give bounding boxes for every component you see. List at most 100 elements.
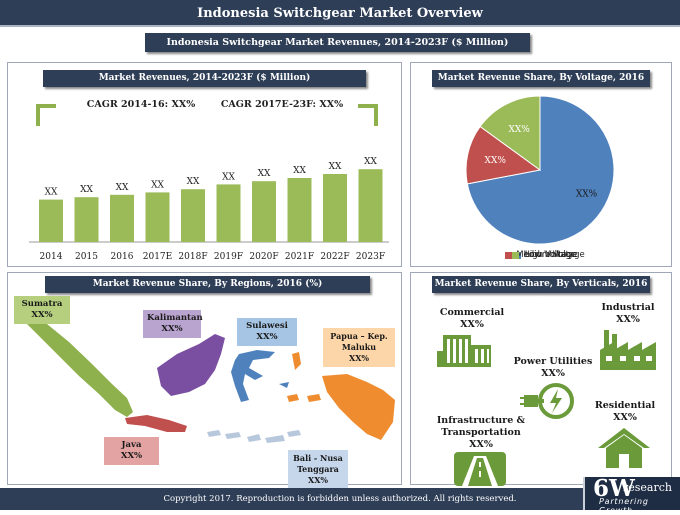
x-tick-label: 2016 xyxy=(111,252,134,262)
revenues-title: Market Revenues, 2014-2023F ($ Million) xyxy=(43,70,366,87)
pie-slice xyxy=(465,125,542,185)
region-value-papua: XX% xyxy=(348,353,369,363)
legend-high-voltage: High Voltage xyxy=(512,250,578,260)
bar-data-label: XX xyxy=(222,172,235,182)
region-name-kalimantan: Kalimantan xyxy=(147,313,203,323)
logo-tagline: Partnering Growth xyxy=(599,497,649,515)
nusa-tenggara-islands xyxy=(207,430,301,443)
indonesia-map xyxy=(22,310,395,443)
region-name-sumatra: Sumatra xyxy=(21,299,63,309)
region-label-bali: Bali - Nusa Tenggara XX% xyxy=(288,450,348,489)
revenues-panel xyxy=(7,62,402,267)
power-plug-icon xyxy=(520,383,574,419)
region-label-kalimantan: Kalimantan XX% xyxy=(143,310,203,338)
bar-data-label: XX xyxy=(151,180,164,190)
bar-data-label: XX xyxy=(116,183,129,193)
vertical-value-power-utilities: XX% xyxy=(541,368,565,379)
voltage-panel xyxy=(410,62,672,267)
region-name-papua: Papua – Kep. Maluku xyxy=(330,331,388,352)
x-tick-label: 2019F xyxy=(214,252,243,262)
papua-island xyxy=(322,374,395,440)
logo-small-text: research xyxy=(623,481,672,494)
vertical-name-infrastructure: Infrastructure & Transportation xyxy=(436,415,526,438)
pie-data-label: XX% xyxy=(485,156,507,166)
house-icon xyxy=(598,428,650,468)
logo-big-text: 6W xyxy=(593,475,635,502)
legend-swatch-high xyxy=(512,251,520,259)
bar xyxy=(358,169,383,242)
region-label-papua: Papua – Kep. Maluku XX% xyxy=(323,328,395,367)
bar xyxy=(110,194,134,242)
bar xyxy=(181,189,205,242)
x-tick-label: 2020F xyxy=(249,252,278,262)
region-name-java: Java xyxy=(121,440,142,450)
legend-label-medium: Medium Voltage xyxy=(516,250,585,260)
pie-data-label: XX% xyxy=(508,125,530,135)
vertical-value-residential: XX% xyxy=(613,412,637,423)
vertical-value-industrial: XX% xyxy=(616,314,640,325)
regions-panel xyxy=(7,272,402,485)
company-logo[interactable]: 6W research Partnering Growth xyxy=(583,475,680,515)
vertical-value-commercial: XX% xyxy=(460,319,484,330)
revenue-bar-chart: XX 2014 XX 2015 XX 2016 XX 2017E XX 2018F XX 2019F X… xyxy=(29,157,389,262)
legend-swatch-medium xyxy=(505,251,513,259)
footer-copyright: Copyright 2017. Reproduction is forbidde… xyxy=(163,494,517,504)
pie-data-label: XX% xyxy=(576,190,598,200)
bar-data-label: XX xyxy=(187,177,200,187)
page-title: Indonesia Switchgear Market Overview xyxy=(0,0,680,27)
page-subtitle: Indonesia Switchgear Market Revenues, 20… xyxy=(145,33,530,52)
pie-slice xyxy=(479,95,541,171)
vertical-label-commercial: Commercial XX% xyxy=(432,307,512,331)
region-name-bali: Bali - Nusa Tenggara xyxy=(293,453,343,474)
bar-data-label: XX xyxy=(258,169,271,179)
x-tick-label: 2014 xyxy=(40,252,63,262)
commercial-icon xyxy=(437,335,491,367)
vertical-name-power-utilities: Power Utilities xyxy=(513,356,593,367)
vertical-label-residential: Residential XX% xyxy=(592,400,658,424)
sumatra-island xyxy=(22,310,133,417)
legend-label-low: Low Voltage xyxy=(524,250,577,260)
bar xyxy=(287,178,312,242)
region-label-sumatra: Sumatra XX% xyxy=(14,296,70,324)
sulawesi-island xyxy=(231,350,275,402)
voltage-title: Market Revenue Share, By Voltage, 2016 (… xyxy=(432,70,650,100)
bar xyxy=(323,174,347,242)
legend-medium-voltage: Medium Voltage xyxy=(505,250,585,260)
x-tick-label: 2015 xyxy=(75,252,98,262)
region-value-sumatra: XX% xyxy=(31,310,53,320)
cagr-label-1: CAGR 2014-16: XX% xyxy=(86,99,196,110)
bar xyxy=(216,184,241,242)
voltage-pie-chart: XX% XX% XX% xyxy=(465,95,615,245)
x-tick-label: 2022F xyxy=(320,252,349,262)
verticals-title: Market Revenue Share, By Verticals, 2016… xyxy=(432,276,650,306)
x-tick-label: 2021F xyxy=(285,252,314,262)
kalimantan-island xyxy=(157,334,225,396)
vertical-name-commercial: Commercial xyxy=(439,307,505,318)
region-value-sulawesi: XX% xyxy=(256,332,278,342)
bar-data-label: XX xyxy=(45,188,58,198)
bar-data-label: XX xyxy=(364,157,377,167)
x-tick-label: 2023F xyxy=(356,252,385,262)
bar xyxy=(252,181,276,242)
footer: Copyright 2017. Reproduction is forbidde… xyxy=(0,488,680,510)
factory-icon xyxy=(600,330,656,370)
bar xyxy=(39,199,63,242)
regions-title: Market Revenue Share, By Regions, 2016 (… xyxy=(45,276,370,293)
bar xyxy=(145,192,170,242)
bar-data-label: XX xyxy=(80,185,93,195)
bar-data-label: XX xyxy=(293,166,306,176)
java-island xyxy=(125,415,187,432)
vertical-label-power-utilities: Power Utilities XX% xyxy=(512,356,594,380)
region-value-kalimantan: XX% xyxy=(161,324,183,334)
bar-data-label: XX xyxy=(329,162,342,172)
region-value-bali: XX% xyxy=(307,475,328,485)
x-tick-label: 2018F xyxy=(178,252,207,262)
region-value-java: XX% xyxy=(120,451,143,461)
cagr-label-2: CAGR 2017E-23F: XX% xyxy=(220,99,344,110)
vertical-value-infrastructure: XX% xyxy=(469,439,493,450)
road-icon xyxy=(454,452,506,486)
x-tick-label: 2017E xyxy=(143,252,172,262)
bar xyxy=(74,197,99,242)
vertical-name-residential: Residential xyxy=(594,400,656,411)
region-name-sulawesi: Sulawesi xyxy=(246,321,288,331)
